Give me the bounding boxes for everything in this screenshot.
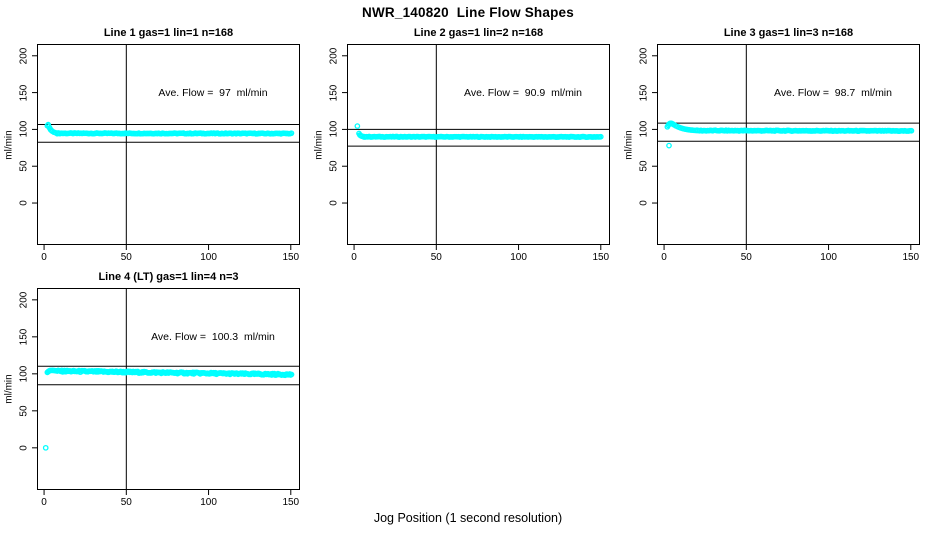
flow-data-point: [354, 123, 361, 129]
x-tick-label: 150: [282, 497, 300, 508]
subplot-title: Line 3 gas=1 lin=3 n=168: [723, 27, 854, 39]
x-tick-label: 0: [41, 497, 47, 508]
y-tick-label: 0: [18, 200, 30, 206]
x-tick-label: 100: [200, 497, 217, 508]
ave-flow-annotation: Ave. Flow = 100.3 ml/min: [151, 331, 275, 343]
x-tick-label: 100: [510, 252, 527, 263]
y-axis-label: ml/min: [3, 129, 15, 160]
plot-frame: [37, 44, 300, 245]
flow-data-point: [666, 142, 672, 149]
ave-flow-annotation: Ave. Flow = 97 ml/min: [158, 87, 268, 99]
x-tick-label: 100: [200, 252, 217, 263]
plot-canvas: [342, 44, 610, 250]
y-tick-label: 50: [638, 160, 650, 172]
y-tick-label: 100: [18, 121, 30, 138]
y-axis-label: ml/min: [3, 374, 15, 404]
y-tick-label: 200: [18, 291, 30, 309]
plot-canvas: [32, 44, 300, 250]
y-tick-label: 0: [18, 445, 30, 451]
plot-frame: [347, 44, 610, 245]
subplot-line-3: Line 3 gas=1 lin=3 n=168 Ave. Flow = 98.…: [624, 27, 920, 263]
y-tick-label: 0: [328, 200, 340, 206]
x-tick-label: 50: [120, 497, 132, 508]
y-tick-label: 150: [18, 328, 30, 346]
y-tick-label: 150: [18, 84, 30, 101]
x-tick-label: 0: [351, 252, 357, 263]
x-tick-label: 100: [820, 252, 837, 263]
y-axis-label: ml/min: [623, 129, 635, 160]
subplot-line-2: Line 2 gas=1 lin=2 n=168 Ave. Flow = 90.…: [314, 27, 610, 263]
y-tick-label: 150: [638, 84, 650, 101]
y-tick-label: 200: [18, 47, 30, 65]
plot-canvas: [652, 44, 920, 250]
x-tick-label: 50: [740, 252, 752, 263]
x-tick-label: 150: [902, 252, 920, 263]
subplot-line-4: Line 4 (LT) gas=1 lin=4 n=3 Ave. Flow = …: [4, 271, 300, 508]
figure-title: NWR_140820 Line Flow Shapes: [362, 5, 574, 20]
y-tick-label: 150: [328, 84, 340, 101]
plot-canvas: [32, 288, 300, 495]
x-tick-label: 0: [41, 252, 47, 263]
x-tick-label: 50: [430, 252, 442, 263]
y-tick-label: 100: [328, 121, 340, 138]
x-tick-label: 0: [661, 252, 667, 263]
flow-data-point: [597, 133, 604, 140]
flow-data-point: [288, 130, 295, 137]
x-tick-label: 150: [592, 252, 610, 263]
subplot-title: Line 4 (LT) gas=1 lin=4 n=3: [98, 271, 239, 283]
ave-flow-annotation: Ave. Flow = 98.7 ml/min: [774, 87, 892, 99]
y-tick-label: 50: [18, 160, 30, 172]
ave-flow-annotation: Ave. Flow = 90.9 ml/min: [464, 87, 582, 99]
x-tick-label: 50: [120, 252, 132, 263]
x-tick-label: 150: [282, 252, 300, 263]
y-tick-label: 200: [638, 47, 650, 65]
y-tick-label: 100: [18, 365, 30, 383]
subplot-line-1: Line 1 gas=1 lin=1 n=168 Ave. Flow = 97 …: [4, 27, 300, 263]
subplot-title: Line 1 gas=1 lin=1 n=168: [103, 27, 234, 39]
plot-frame: [657, 44, 920, 245]
flow-data-point: [42, 444, 49, 451]
flow-data-point: [288, 371, 295, 378]
y-tick-label: 100: [638, 121, 650, 138]
flow-data-point: [908, 127, 915, 134]
y-tick-label: 200: [328, 47, 340, 65]
plot-frame: [37, 288, 300, 490]
y-tick-label: 50: [18, 405, 30, 417]
y-tick-label: 50: [328, 160, 340, 172]
y-axis-label: ml/min: [313, 129, 325, 160]
y-tick-label: 0: [638, 200, 650, 206]
subplot-title: Line 2 gas=1 lin=2 n=168: [413, 27, 544, 39]
x-axis-label: Jog Position (1 second resolution): [373, 511, 563, 525]
